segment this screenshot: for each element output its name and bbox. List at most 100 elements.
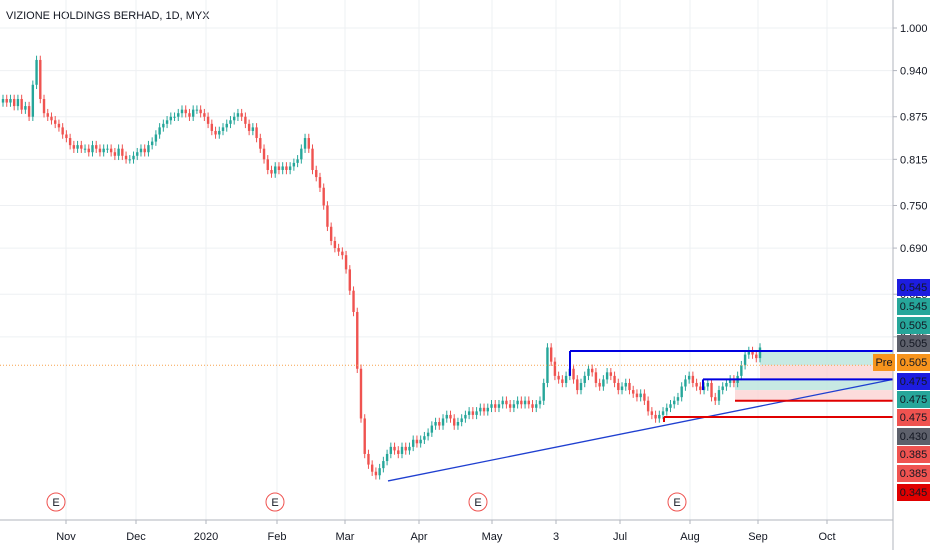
candle-body	[236, 113, 240, 117]
candle-body	[393, 446, 396, 451]
candle-body	[113, 152, 117, 156]
candle-body	[665, 407, 668, 412]
candle-body	[318, 177, 322, 188]
candle-body	[382, 461, 385, 469]
candle-body	[303, 138, 307, 149]
candle-body	[158, 127, 161, 135]
candle-body	[221, 127, 225, 131]
x-tick-label: Sep	[748, 531, 768, 543]
candle-body	[397, 450, 400, 454]
candle-body	[743, 354, 747, 366]
candle-body	[587, 368, 590, 376]
candle-body	[31, 84, 35, 117]
price-label-box	[897, 354, 930, 371]
candle-body	[195, 109, 199, 111]
candle-body	[538, 400, 542, 405]
candle-body	[378, 468, 381, 476]
candle-body	[147, 145, 150, 153]
candle-body	[57, 123, 61, 128]
candle-body	[1, 98, 5, 103]
trendline[interactable]	[387, 378, 894, 482]
candle-body	[617, 382, 620, 391]
candle-body	[315, 169, 318, 178]
candle-body	[740, 365, 743, 376]
candle-body	[307, 138, 310, 149]
candle-body	[374, 471, 378, 476]
price-label-text: 0.385	[900, 449, 928, 461]
candle-body	[758, 347, 762, 359]
candle-body	[274, 166, 277, 174]
price-label-text: 0.505	[900, 320, 928, 332]
candle-body	[520, 400, 523, 405]
candle-body	[747, 351, 751, 355]
candle-body	[233, 116, 236, 121]
candle-body	[721, 386, 724, 391]
candle-body	[65, 134, 68, 139]
candle-body	[441, 418, 445, 426]
candle-body	[669, 404, 672, 408]
x-tick-label: Aug	[680, 531, 700, 543]
profit-zone-2	[735, 379, 893, 391]
candle-body	[658, 414, 661, 419]
chart-title: VIZIONE HOLDINGS BERHAD, 1D, MYX	[6, 10, 210, 22]
candle-body	[46, 113, 49, 117]
candle-body	[162, 123, 165, 128]
earnings-marker[interactable]	[468, 492, 488, 512]
x-tick-label: Dec	[126, 531, 146, 543]
candle-body	[24, 106, 27, 110]
candle-body	[348, 269, 352, 291]
candle-body	[456, 422, 460, 426]
candle-body	[169, 116, 173, 121]
candle-body	[352, 290, 355, 312]
profit-zone-1	[760, 351, 893, 366]
candle-body	[546, 347, 549, 383]
candle-body	[333, 240, 337, 249]
candle-body	[699, 386, 702, 391]
candle-body	[117, 148, 120, 156]
candle-body	[635, 393, 639, 398]
earnings-marker[interactable]	[46, 492, 66, 512]
candle-body	[91, 145, 94, 153]
candle-body	[106, 148, 109, 150]
price-label-box	[897, 409, 930, 426]
candle-body	[292, 162, 296, 167]
candle-body	[240, 113, 243, 117]
candle-body	[639, 393, 642, 398]
candle-body	[370, 464, 374, 472]
candle-body	[329, 226, 333, 241]
price-label-box	[897, 391, 930, 408]
candle-body	[516, 400, 519, 405]
candle-body	[72, 145, 76, 149]
candle-body	[576, 379, 579, 391]
candle-body	[54, 120, 57, 124]
y-tick-label: 1.000	[900, 23, 928, 35]
candle-body	[434, 422, 437, 426]
candle-body	[39, 59, 42, 99]
candle-body	[300, 148, 303, 160]
candle-body	[87, 148, 90, 153]
candle-body	[512, 404, 516, 408]
candle-body	[76, 145, 79, 149]
candle-body	[438, 422, 441, 426]
candle-body	[714, 397, 717, 401]
candle-body	[411, 439, 415, 447]
candle-body	[61, 127, 64, 135]
candle-body	[684, 379, 687, 387]
candle-body	[725, 382, 728, 387]
y-tick-label: 0.940	[900, 66, 928, 78]
earnings-marker[interactable]	[265, 492, 285, 512]
candle-body	[453, 418, 456, 426]
y-tick-label: 0.875	[900, 112, 928, 124]
earnings-marker-label: E	[673, 497, 680, 509]
candle-body	[188, 113, 191, 117]
candle-body	[654, 414, 657, 419]
price-label-text: 0.475	[900, 412, 928, 424]
earnings-marker[interactable]	[667, 492, 687, 512]
candle-body	[423, 436, 426, 440]
candle-body	[676, 397, 680, 401]
price-label-box	[897, 298, 930, 315]
candle-body	[602, 379, 605, 387]
price-label-text: 0.545	[900, 301, 928, 313]
candle-body	[42, 98, 46, 114]
